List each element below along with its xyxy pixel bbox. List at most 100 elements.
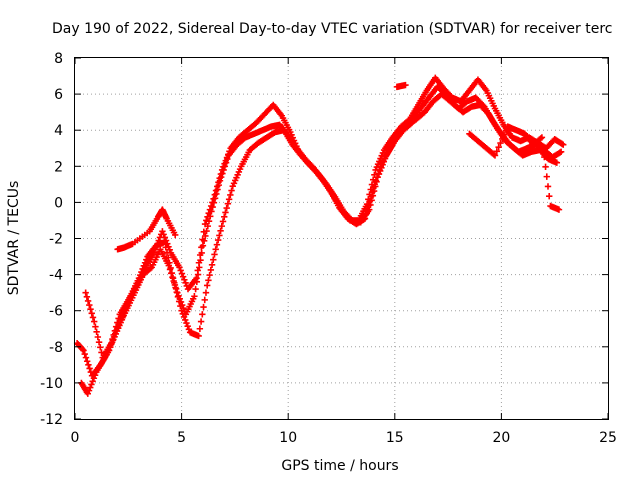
data-point-track-b (173, 288, 180, 296)
data-point-track-d (537, 135, 544, 142)
data-point-track-b (224, 200, 232, 207)
data-point-track-b (119, 313, 127, 320)
data-point-track-b (172, 284, 179, 291)
data-point-track-b (370, 187, 378, 195)
data-point-track-b (222, 209, 229, 216)
data-point-track-c (164, 240, 171, 247)
data-point-track-b (166, 259, 173, 266)
data-point-track-b (207, 266, 215, 274)
data-point-track-c (114, 319, 121, 326)
data-point-track-c (97, 344, 104, 351)
data-point-track-b (216, 232, 223, 239)
data-point-track-c (204, 213, 211, 221)
data-point-track-d (546, 193, 553, 200)
data-point-track-c (161, 234, 169, 241)
data-point-track-d (538, 134, 546, 141)
data-point-track-c (216, 174, 223, 182)
y-tick-label: 4 (54, 123, 63, 139)
chart-title: Day 190 of 2022, Sidereal Day-to-day VTE… (52, 21, 612, 37)
data-point-track-b (171, 279, 178, 287)
data-point-track-d (502, 127, 510, 134)
data-point-track-b (221, 213, 228, 221)
y-axis-title: SDTVAR / TECUs (6, 181, 22, 296)
x-axis-title: GPS time / hours (281, 458, 398, 474)
y-tick-label: -12 (40, 412, 63, 428)
data-point-track-c (160, 231, 167, 238)
data-point-track-c (88, 310, 95, 317)
data-point-track-c (165, 243, 172, 250)
data-point-track-c (155, 237, 162, 244)
data-point-track-b (219, 218, 227, 225)
data-point-track-c (89, 314, 97, 321)
data-point-track-d (402, 81, 409, 89)
data-point-track-b (217, 227, 224, 234)
data-point-track-c (223, 154, 231, 161)
data-point-track-b (196, 325, 204, 332)
data-point-track-b (180, 313, 188, 321)
data-point-track-b (202, 289, 210, 296)
data-point-track-b (372, 183, 379, 190)
data-point-track-a (86, 365, 93, 372)
data-point-track-d (495, 144, 502, 151)
data-point-track-b (223, 204, 230, 212)
data-point-track-c (221, 160, 228, 167)
y-axis-ticks: -12 -10 -8 -6 -4 -2 0 2 4 6 8 (40, 51, 608, 428)
data-point-track-c (209, 199, 216, 206)
data-point-track-c (86, 301, 93, 309)
data-point-track-b (200, 303, 207, 311)
data-point-track-c (162, 237, 170, 244)
data-point-track-a (81, 350, 88, 358)
data-point-track-b (179, 310, 187, 317)
data-point-track-c (108, 339, 115, 347)
data-point-track-b (203, 282, 211, 289)
data-point-track-a (557, 148, 565, 156)
data-point-track-b (369, 192, 377, 199)
y-tick-label: 8 (54, 51, 63, 67)
data-point-track-b (183, 319, 190, 327)
x-axis-ticks: 0 5 10 15 20 25 (71, 58, 617, 446)
data-point-track-c (226, 148, 233, 155)
data-point-track-c (179, 273, 187, 280)
data-point-track-b (182, 316, 189, 324)
data-point-track-c (212, 187, 220, 194)
data-point-track-d (544, 183, 552, 190)
data-point-track-c (211, 191, 218, 198)
data-point-track-c (220, 163, 227, 171)
data-point-track-c (222, 157, 229, 164)
data-point-track-b (210, 256, 217, 263)
data-point-track-b (205, 277, 212, 284)
data-point-track-c (182, 279, 189, 287)
x-tick-label: 20 (492, 430, 510, 446)
data-point-track-b (213, 241, 221, 248)
data-point-track-b (214, 236, 222, 244)
data-point-track-b (84, 390, 91, 397)
data-point-track-c (194, 267, 201, 274)
data-point-track-b (212, 246, 219, 253)
data-point-track-c (178, 270, 186, 277)
data-point-track-b (374, 173, 381, 181)
data-point-track-c (200, 228, 208, 235)
data-point-track-c (82, 289, 89, 296)
data-point-track-d (499, 135, 506, 143)
data-point-track-c (371, 171, 378, 179)
data-point-track-c (111, 327, 119, 335)
data-point-track-c (154, 240, 161, 247)
grid-lines (75, 58, 608, 419)
data-point-track-b (373, 178, 380, 185)
data-point-track-c (215, 179, 222, 186)
data-point-track-c (95, 338, 103, 346)
data-point-track-c (217, 170, 225, 178)
data-point-track-c (151, 246, 159, 254)
data-point-track-b (88, 381, 95, 388)
data-point-track-c (369, 176, 377, 183)
data-point-track-c (94, 333, 102, 341)
data-point-track-c (115, 315, 122, 322)
data-point-track-d (542, 163, 549, 171)
data-point-track-b (185, 326, 193, 333)
data-point-track-b (206, 271, 213, 279)
data-point-track-c (195, 259, 203, 266)
data-point-track-c (181, 276, 188, 283)
data-point-track-c (177, 267, 184, 274)
y-tick-label: -8 (49, 340, 63, 356)
